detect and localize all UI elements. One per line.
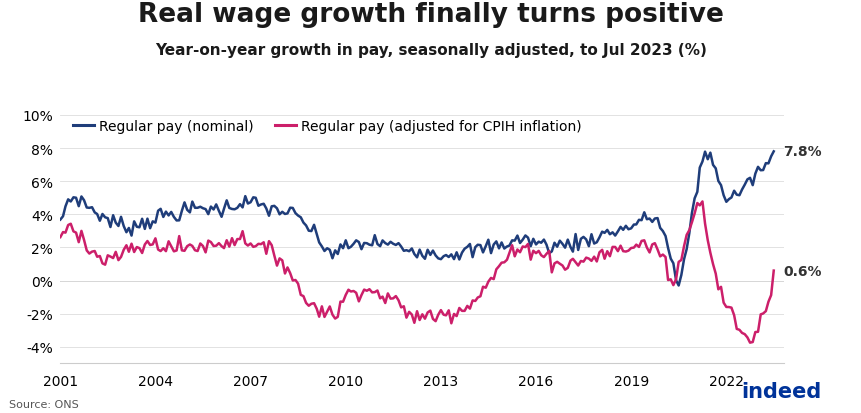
- Text: Year-on-year growth in pay, seasonally adjusted, to Jul 2023 (%): Year-on-year growth in pay, seasonally a…: [155, 43, 706, 58]
- Text: indeed: indeed: [740, 381, 821, 401]
- Text: Real wage growth finally turns positive: Real wage growth finally turns positive: [138, 2, 723, 28]
- Text: 7.8%: 7.8%: [783, 145, 821, 159]
- Line: Regular pay (adjusted for CPIH inflation): Regular pay (adjusted for CPIH inflation…: [60, 202, 773, 343]
- Legend: Regular pay (nominal), Regular pay (adjusted for CPIH inflation): Regular pay (nominal), Regular pay (adju…: [67, 114, 586, 139]
- Text: Source: ONS: Source: ONS: [9, 399, 78, 409]
- Line: Regular pay (nominal): Regular pay (nominal): [60, 152, 773, 286]
- Text: 0.6%: 0.6%: [783, 264, 821, 278]
